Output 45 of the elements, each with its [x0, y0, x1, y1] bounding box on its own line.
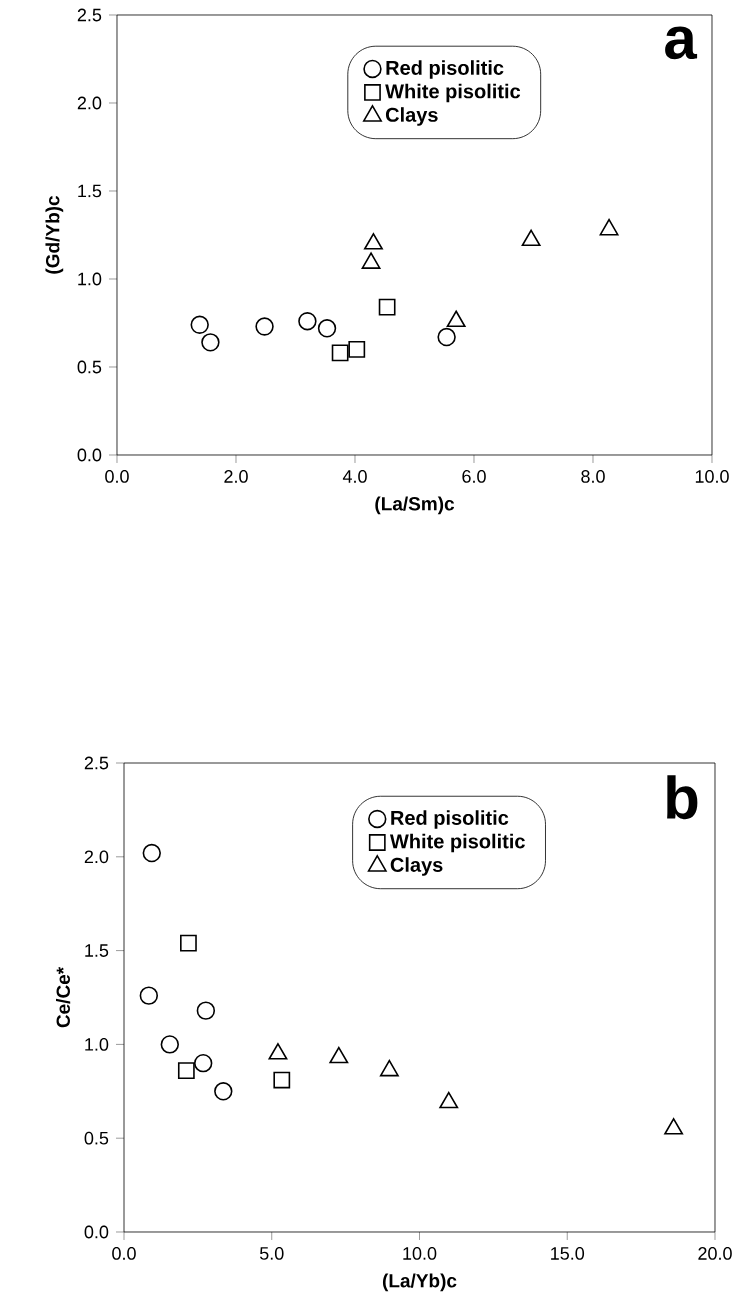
y-tick-label: 0.0 — [84, 1225, 109, 1239]
y-tick-label: 2.0 — [77, 96, 102, 110]
x-tick-label: 5.0 — [259, 1247, 284, 1260]
x-tick-label: 2.0 — [224, 470, 248, 483]
point — [142, 843, 161, 863]
legend-label: Red pisolitic — [391, 810, 509, 829]
y-tick-label: 0.5 — [84, 1131, 109, 1145]
y-tick-label: 2.0 — [84, 850, 109, 864]
point — [139, 986, 158, 1005]
x-tick-label: 0.0 — [105, 470, 129, 483]
y-tick-label: 1.0 — [85, 1038, 109, 1051]
y-axis-title: (Gd/Yb)c — [45, 195, 64, 274]
x-tick-label: 10.0 — [403, 1247, 437, 1260]
point — [160, 1035, 179, 1054]
point — [177, 1062, 195, 1080]
annotation: b — [667, 775, 698, 820]
x-tick-label: 4.0 — [342, 470, 367, 483]
point — [664, 1118, 684, 1135]
point — [196, 1001, 215, 1020]
legend-label: Clays — [390, 857, 443, 876]
x-tick-label: 0.0 — [112, 1247, 136, 1260]
y-tick-label: 1.5 — [85, 944, 109, 957]
point — [214, 1082, 233, 1101]
x-tick-label: 6.0 — [462, 470, 486, 483]
y-tick-label: 2.5 — [84, 756, 109, 770]
y-tick-label: 0.5 — [77, 360, 102, 374]
y-tick-label: 0.0 — [77, 448, 102, 462]
x-tick-label: 8.0 — [581, 470, 605, 483]
x-tick-label: 10.0 — [695, 470, 729, 483]
y-tick-label: 1.0 — [78, 272, 102, 286]
x-axis-title: (La/Yb)c — [382, 1273, 457, 1292]
legend-label: Red pisolitic — [386, 60, 504, 79]
legend-label: White pisolitic — [389, 833, 525, 853]
y-tick-label: 2.5 — [77, 8, 102, 22]
annotation: a — [665, 26, 698, 60]
y-axis-title: Ce/Ce* — [55, 966, 71, 1028]
point — [179, 934, 197, 952]
x-axis-title: (La/Sm)c — [375, 496, 454, 515]
legend-label: Clays — [385, 107, 438, 126]
x-tick-label: 20.0 — [698, 1247, 732, 1260]
point — [273, 1071, 291, 1089]
y-tick-label: 1.5 — [78, 184, 102, 198]
point — [193, 1053, 213, 1073]
x-tick-label: 15.0 — [551, 1247, 584, 1260]
legend-label: White pisolitic — [385, 83, 521, 103]
